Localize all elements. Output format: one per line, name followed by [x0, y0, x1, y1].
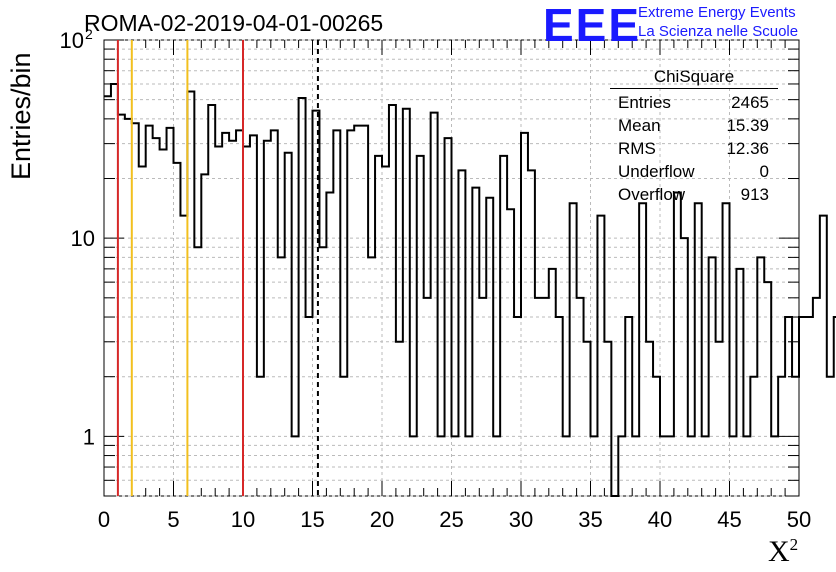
y-tick-label: 1 — [83, 424, 95, 449]
y-axis-label: Entries/bin — [6, 52, 36, 180]
stats-value: 0 — [759, 162, 769, 181]
logo-line-1: Extreme Energy Events — [638, 4, 796, 21]
x-tick-label: 15 — [300, 507, 324, 532]
y-tick-label: 10 — [60, 28, 84, 53]
x-axis-label: X2 — [768, 535, 798, 569]
chart-title: ROMA-02-2019-04-01-00265 — [84, 10, 384, 36]
stats-row-mean: Mean 15.39 — [610, 114, 778, 137]
x-tick-label: 5 — [167, 507, 179, 532]
stats-box: ChiSquare Entries 2465 Mean 15.39 RMS 12.36… — [610, 67, 778, 206]
x-axis-label-base: X — [768, 535, 790, 568]
x-tick-label: 40 — [648, 507, 672, 532]
stats-title: ChiSquare — [610, 67, 778, 89]
stats-value: 15.39 — [726, 116, 769, 135]
eee-logo: EEE — [543, 0, 642, 51]
stats-label: Overflow — [618, 185, 686, 204]
x-tick-label: 10 — [231, 507, 255, 532]
stats-value: 2465 — [731, 93, 769, 112]
x-axis-label-superscript: 2 — [789, 535, 799, 554]
stats-label: RMS — [618, 139, 656, 158]
x-tick-label: 30 — [509, 507, 533, 532]
stats-row-entries: Entries 2465 — [610, 91, 778, 114]
stats-label: Mean — [618, 116, 661, 135]
x-tick-label: 25 — [439, 507, 463, 532]
stats-row-overflow: Overflow 913 — [610, 183, 778, 206]
stats-label: Underflow — [618, 162, 695, 181]
stats-label: Entries — [618, 93, 671, 112]
y-tick-label-exponent: 2 — [85, 26, 93, 42]
x-tick-label: 50 — [787, 507, 811, 532]
y-tick-label: 10 — [71, 226, 95, 251]
logo-line-2: La Scienza nelle Scuole — [638, 23, 799, 40]
x-tick-label: 20 — [370, 507, 394, 532]
x-tick-label: 45 — [717, 507, 741, 532]
stats-value: 913 — [740, 185, 769, 204]
x-tick-label: 0 — [98, 507, 110, 532]
stats-row-rms: RMS 12.36 — [610, 137, 778, 160]
x-tick-label: 35 — [578, 507, 602, 532]
stats-row-underflow: Underflow 0 — [610, 160, 778, 183]
stats-value: 12.36 — [726, 139, 769, 158]
